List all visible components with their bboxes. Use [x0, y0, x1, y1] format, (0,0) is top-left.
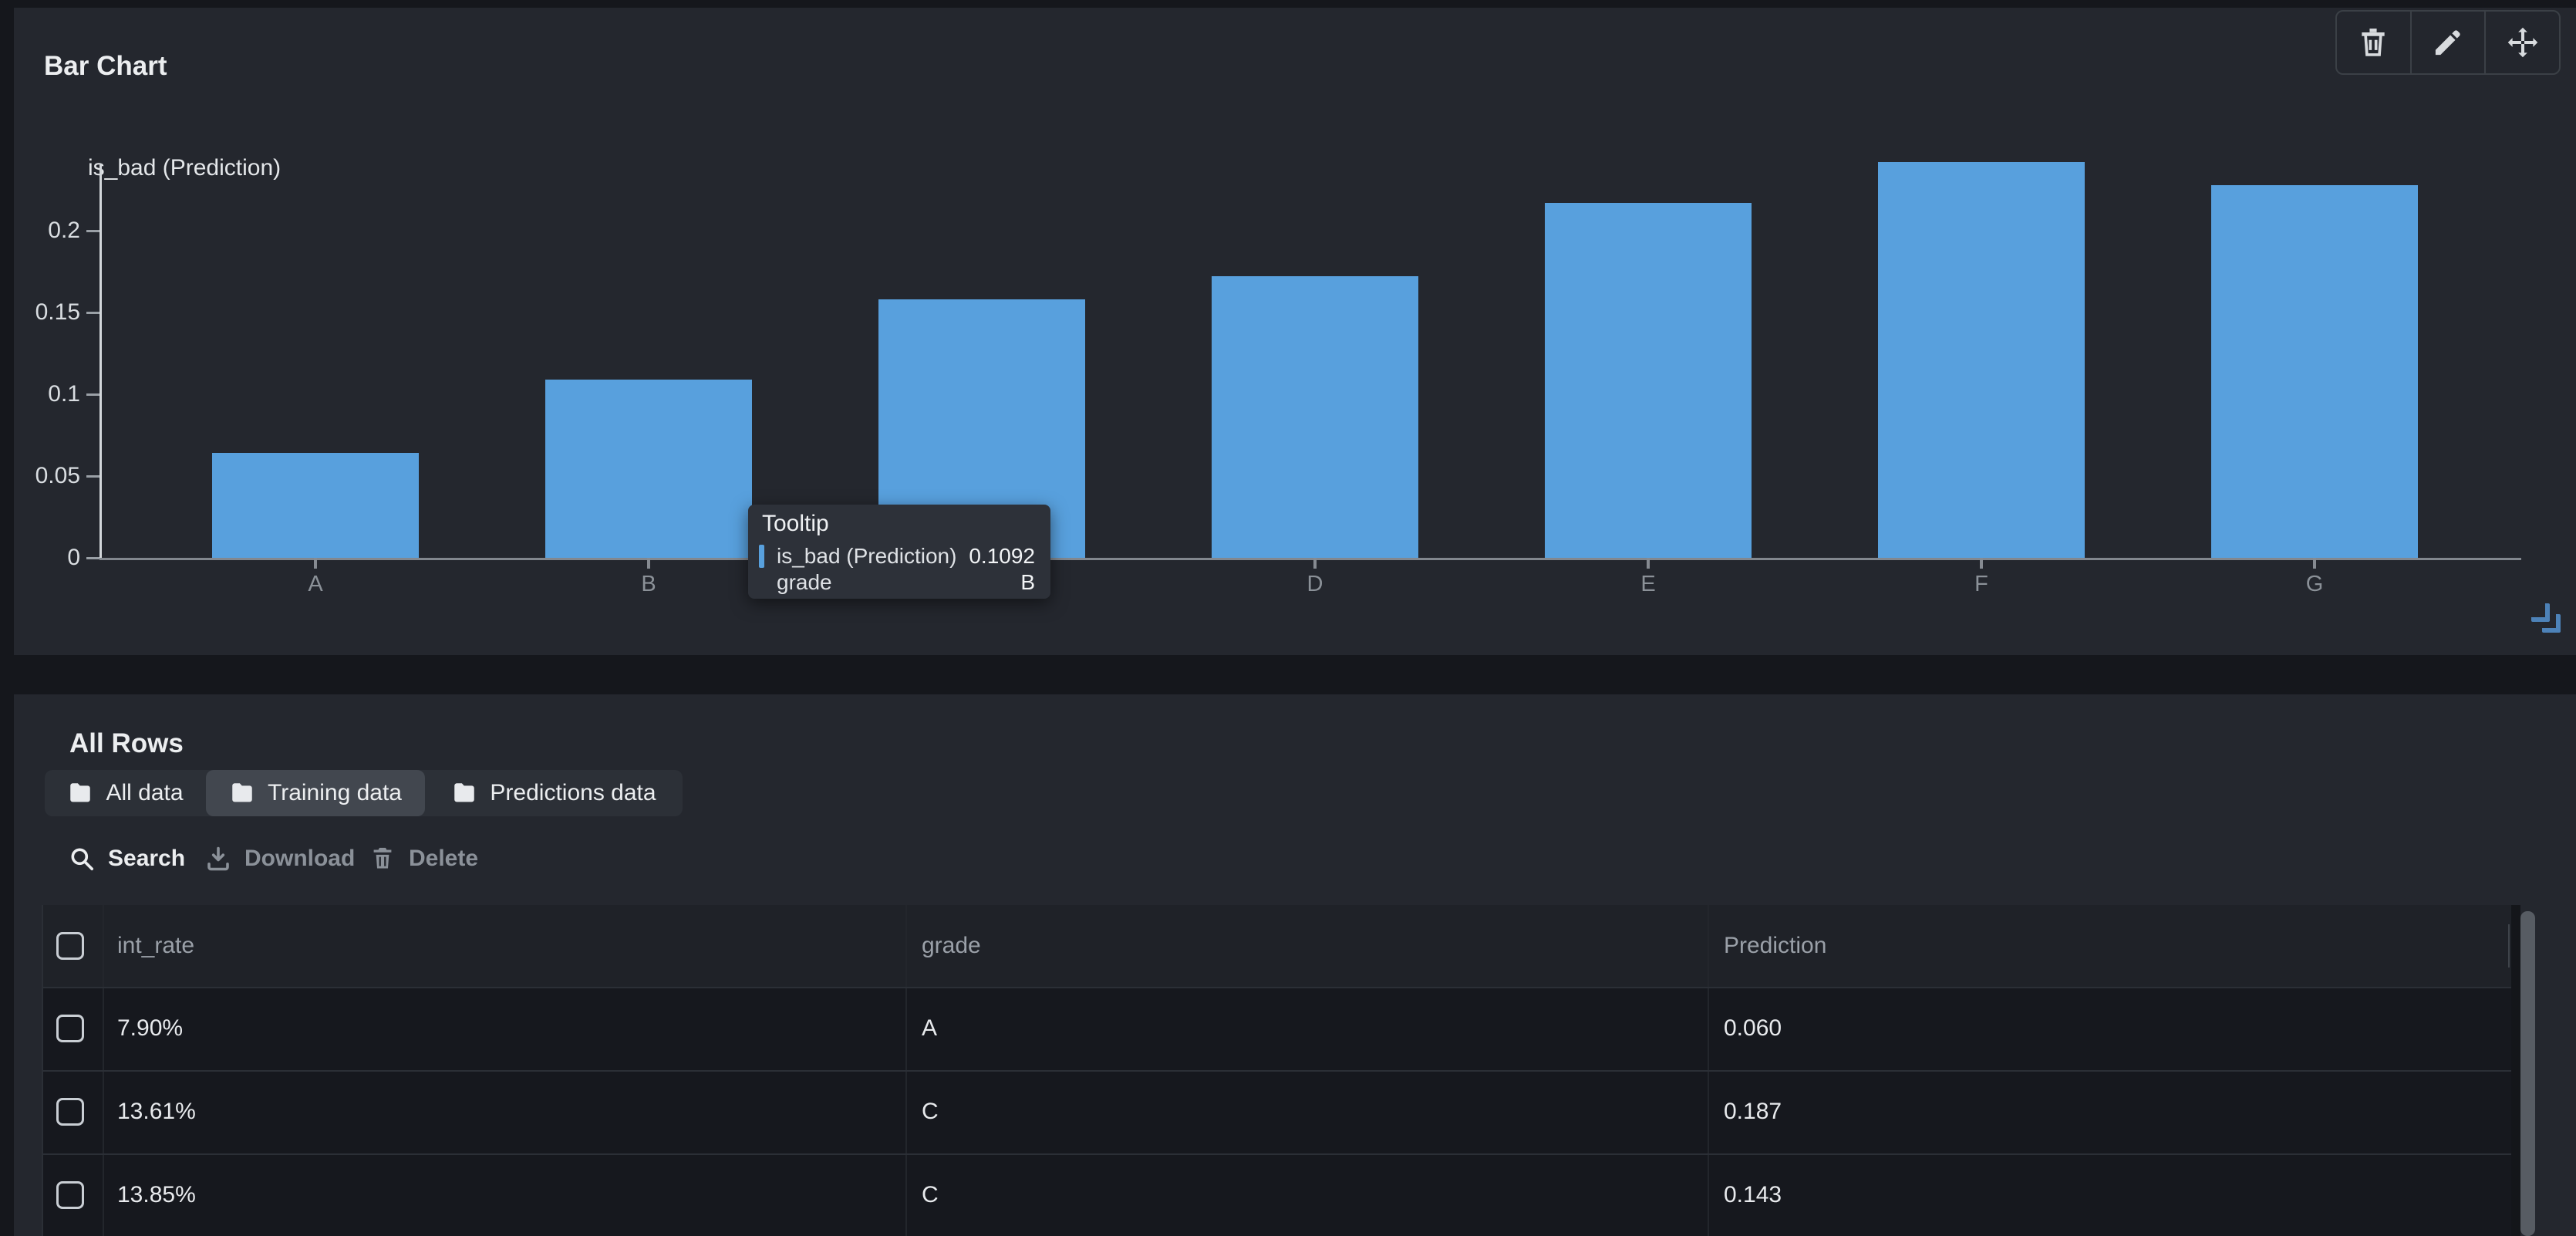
delete-label: Delete: [409, 846, 479, 871]
search-button[interactable]: Search: [68, 840, 185, 877]
row-divider: [42, 1070, 2511, 1072]
resize-corner-icon: [2531, 603, 2550, 622]
y-tick: [86, 230, 99, 232]
tooltip-series-value: 0.1092: [969, 544, 1035, 568]
tooltip-grade-value: B: [1020, 570, 1035, 594]
tab-label: Training data: [268, 780, 402, 805]
y-tick-label: 0.15: [35, 299, 80, 325]
x-tick-B: [647, 558, 650, 569]
search-icon: [68, 845, 96, 873]
chart-title: Bar Chart: [44, 51, 167, 81]
x-label-E: E: [1640, 572, 1656, 596]
x-tick-F: [1980, 558, 1983, 569]
cell-int_rate-0: 7.90%: [117, 1015, 184, 1041]
resize-corner-icon: [2542, 614, 2561, 633]
delete-rows-button[interactable]: Delete: [369, 840, 478, 877]
cell-grade-0: A: [922, 1015, 938, 1041]
tooltip-grade-label: grade: [777, 570, 832, 594]
trash-icon: [2356, 25, 2390, 59]
chart-tooltip: Tooltip is_bad (Prediction) 0.1092 grade…: [748, 505, 1050, 599]
tab-label: Predictions data: [490, 780, 656, 805]
row-checkbox-1[interactable]: [56, 1098, 84, 1126]
x-label-D: D: [1307, 572, 1323, 596]
cell-int_rate-2: 13.85%: [117, 1182, 196, 1207]
table-header-row: [42, 905, 2511, 987]
select-all-checkbox[interactable]: [56, 932, 84, 960]
cell-grade-1: C: [922, 1099, 939, 1124]
delete-chart-button[interactable]: [2337, 12, 2410, 73]
cell-Prediction-0: 0.060: [1724, 1015, 1782, 1041]
tab-all-data[interactable]: All data: [45, 770, 206, 816]
x-label-F: F: [1974, 572, 1988, 596]
download-label: Download: [244, 846, 356, 871]
folder-icon: [451, 780, 477, 806]
chart-actions-toolbar: [2335, 10, 2561, 75]
table-title: All Rows: [69, 728, 184, 758]
move-chart-button[interactable]: [2484, 12, 2559, 73]
folder-icon: [229, 780, 255, 806]
row-checkbox-2[interactable]: [56, 1181, 84, 1209]
cell-int_rate-1: 13.61%: [117, 1099, 196, 1124]
y-axis-line: [99, 164, 102, 560]
bar-A[interactable]: [212, 453, 419, 558]
x-label-B: B: [641, 572, 656, 596]
x-label-A: A: [308, 572, 323, 596]
y-tick-label: 0.1: [48, 381, 80, 407]
bar-E[interactable]: [1545, 203, 1752, 558]
legend-label: is_bad (Prediction): [88, 155, 282, 181]
y-tick-label: 0: [67, 545, 80, 570]
row-divider: [42, 987, 2511, 988]
tab-predictions-data[interactable]: Predictions data: [425, 770, 683, 816]
y-tick: [86, 475, 99, 478]
bar-D[interactable]: [1212, 276, 1418, 558]
edit-chart-button[interactable]: [2409, 12, 2485, 73]
tab-label: All data: [106, 780, 184, 805]
pencil-icon: [2431, 25, 2465, 59]
folder-icon: [67, 780, 93, 806]
cell-Prediction-1: 0.187: [1724, 1099, 1782, 1124]
bar-F[interactable]: [1878, 162, 2085, 558]
cell-Prediction-2: 0.143: [1724, 1182, 1782, 1207]
tooltip-series-marker: [759, 545, 764, 568]
y-tick: [86, 393, 99, 396]
download-icon: [204, 845, 232, 873]
row-divider: [42, 1153, 2511, 1155]
search-label: Search: [108, 846, 186, 871]
y-tick-label: 0.05: [35, 463, 80, 488]
tooltip-series-label: is_bad (Prediction): [777, 544, 957, 568]
tooltip-title: Tooltip: [762, 511, 829, 536]
download-button[interactable]: Download: [204, 840, 355, 877]
trash-icon: [369, 845, 396, 873]
y-tick: [86, 557, 99, 559]
y-tick-label: 0.2: [48, 218, 80, 243]
move-icon: [2506, 25, 2540, 59]
bar-G[interactable]: [2211, 185, 2418, 558]
x-tick-E: [1647, 558, 1650, 569]
x-axis-line: [99, 558, 2521, 560]
table-scroll-gutter: [2511, 905, 2520, 1236]
y-tick: [86, 312, 99, 314]
column-header-int_rate[interactable]: int_rate: [117, 933, 195, 958]
column-header-Prediction[interactable]: Prediction: [1724, 933, 1827, 958]
x-tick-D: [1313, 558, 1317, 569]
table-body: [42, 987, 2511, 1236]
bar-B[interactable]: [545, 380, 752, 558]
cell-grade-2: C: [922, 1182, 939, 1207]
x-tick-A: [314, 558, 317, 569]
x-tick-G: [2313, 558, 2316, 569]
header-column-separator: [2508, 924, 2510, 968]
legend-swatch: [44, 151, 78, 185]
tab-training-data[interactable]: Training data: [206, 770, 425, 816]
x-label-G: G: [2305, 572, 2324, 596]
table-scrollbar[interactable]: [2520, 911, 2535, 1236]
row-checkbox-0[interactable]: [56, 1015, 84, 1042]
column-header-grade[interactable]: grade: [922, 933, 981, 958]
